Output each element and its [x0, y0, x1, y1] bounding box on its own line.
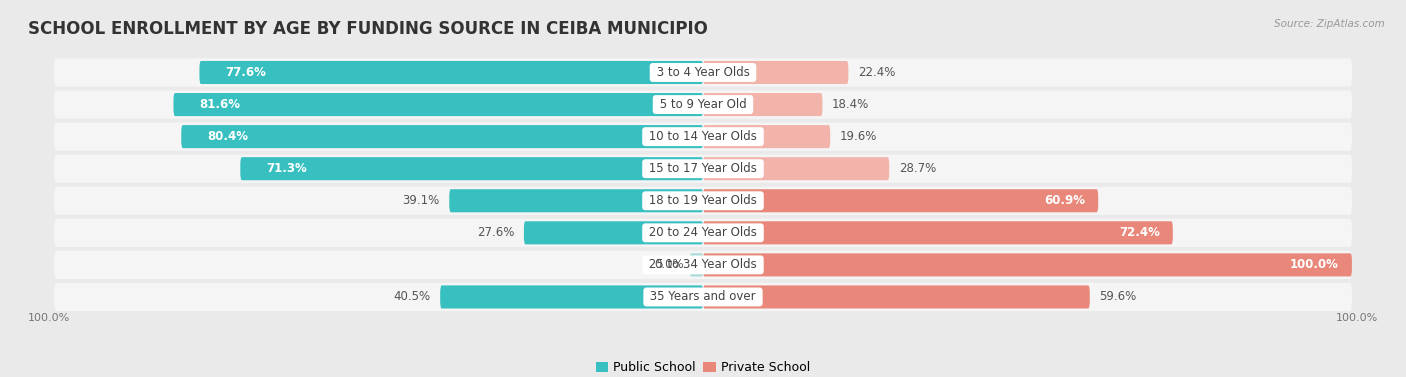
Text: 20 to 24 Year Olds: 20 to 24 Year Olds	[645, 226, 761, 239]
Text: 77.6%: 77.6%	[225, 66, 266, 79]
Text: 25 to 34 Year Olds: 25 to 34 Year Olds	[645, 258, 761, 271]
Text: 40.5%: 40.5%	[394, 290, 430, 303]
FancyBboxPatch shape	[53, 123, 1353, 151]
Text: 18.4%: 18.4%	[832, 98, 869, 111]
FancyBboxPatch shape	[181, 125, 703, 148]
FancyBboxPatch shape	[450, 189, 703, 212]
Text: 22.4%: 22.4%	[858, 66, 896, 79]
Text: 0.0%: 0.0%	[654, 258, 683, 271]
FancyBboxPatch shape	[53, 219, 1353, 247]
FancyBboxPatch shape	[240, 157, 703, 180]
FancyBboxPatch shape	[53, 187, 1353, 215]
Text: 3 to 4 Year Olds: 3 to 4 Year Olds	[652, 66, 754, 79]
FancyBboxPatch shape	[200, 61, 703, 84]
Text: 71.3%: 71.3%	[266, 162, 307, 175]
Text: 5 to 9 Year Old: 5 to 9 Year Old	[655, 98, 751, 111]
FancyBboxPatch shape	[690, 253, 703, 276]
FancyBboxPatch shape	[703, 93, 823, 116]
Text: 19.6%: 19.6%	[839, 130, 877, 143]
FancyBboxPatch shape	[53, 155, 1353, 183]
Text: 18 to 19 Year Olds: 18 to 19 Year Olds	[645, 194, 761, 207]
Text: 10 to 14 Year Olds: 10 to 14 Year Olds	[645, 130, 761, 143]
FancyBboxPatch shape	[703, 285, 1090, 308]
Text: 81.6%: 81.6%	[200, 98, 240, 111]
FancyBboxPatch shape	[524, 221, 703, 244]
Text: 100.0%: 100.0%	[1336, 313, 1378, 323]
FancyBboxPatch shape	[703, 253, 1353, 276]
Text: Source: ZipAtlas.com: Source: ZipAtlas.com	[1274, 19, 1385, 29]
Text: 72.4%: 72.4%	[1119, 226, 1160, 239]
FancyBboxPatch shape	[53, 58, 1353, 87]
FancyBboxPatch shape	[53, 251, 1353, 279]
FancyBboxPatch shape	[440, 285, 703, 308]
Text: 28.7%: 28.7%	[898, 162, 936, 175]
FancyBboxPatch shape	[173, 93, 703, 116]
Text: 100.0%: 100.0%	[28, 313, 70, 323]
Text: 15 to 17 Year Olds: 15 to 17 Year Olds	[645, 162, 761, 175]
Legend: Public School, Private School: Public School, Private School	[591, 356, 815, 377]
FancyBboxPatch shape	[53, 283, 1353, 311]
Text: 60.9%: 60.9%	[1045, 194, 1085, 207]
FancyBboxPatch shape	[703, 221, 1173, 244]
Text: 35 Years and over: 35 Years and over	[647, 290, 759, 303]
Text: 59.6%: 59.6%	[1099, 290, 1136, 303]
Text: SCHOOL ENROLLMENT BY AGE BY FUNDING SOURCE IN CEIBA MUNICIPIO: SCHOOL ENROLLMENT BY AGE BY FUNDING SOUR…	[28, 20, 709, 38]
FancyBboxPatch shape	[703, 125, 830, 148]
FancyBboxPatch shape	[703, 157, 889, 180]
Text: 100.0%: 100.0%	[1291, 258, 1339, 271]
Text: 39.1%: 39.1%	[402, 194, 440, 207]
FancyBboxPatch shape	[703, 189, 1098, 212]
Text: 80.4%: 80.4%	[207, 130, 249, 143]
FancyBboxPatch shape	[53, 90, 1353, 119]
Text: 27.6%: 27.6%	[477, 226, 515, 239]
FancyBboxPatch shape	[703, 61, 848, 84]
